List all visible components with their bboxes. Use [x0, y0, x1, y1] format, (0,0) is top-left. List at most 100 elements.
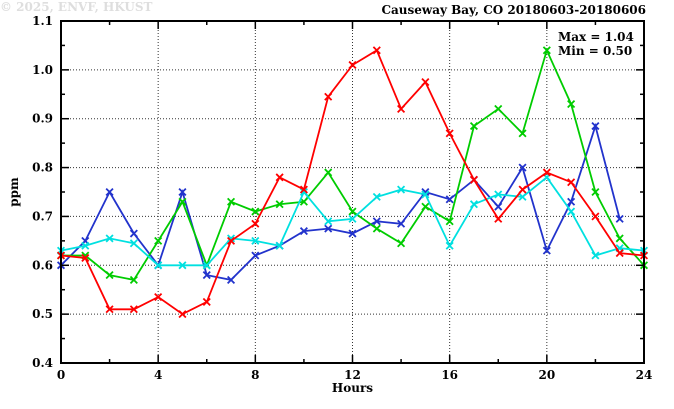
series-cyan-marker: [567, 207, 576, 216]
series-red-marker: [591, 212, 600, 221]
series-green-marker: [348, 207, 357, 216]
series-red-marker: [178, 310, 187, 319]
series-cyan-marker: [275, 241, 284, 250]
y-axis-label: ppm: [7, 177, 21, 207]
series-red-marker: [372, 46, 381, 55]
series-blue-marker: [105, 187, 114, 197]
series-red-marker: [445, 129, 454, 138]
series-green-marker: [567, 100, 576, 109]
series-red-marker: [542, 168, 551, 177]
min-annotation: Min = 0.50: [558, 44, 633, 58]
series-cyan-marker: [178, 261, 187, 270]
x-tick-label: 4: [154, 368, 162, 382]
series-red-marker: [615, 249, 624, 258]
series-blue-marker: [591, 122, 600, 131]
series-red-marker: [518, 185, 527, 194]
series-red-marker: [154, 293, 163, 302]
series-green-marker: [615, 234, 624, 243]
series-red-marker: [105, 305, 114, 314]
series-cyan-marker: [299, 187, 308, 197]
series-green-marker: [178, 197, 187, 206]
series-blue-marker: [178, 187, 187, 197]
series-blue-marker: [567, 197, 576, 206]
series-red-marker: [469, 175, 478, 184]
series-green-marker: [494, 104, 503, 113]
series-green-marker: [105, 271, 114, 280]
series-red-marker: [397, 104, 406, 113]
series-cyan-marker: [445, 241, 454, 250]
series-green-marker: [421, 202, 430, 211]
series-cyan-marker: [154, 261, 163, 270]
series-red-marker: [251, 219, 260, 228]
series-cyan-marker: [324, 217, 333, 226]
series-blue-marker: [615, 214, 624, 223]
series-cyan-marker: [348, 214, 357, 223]
series-red-marker: [202, 297, 211, 306]
series-red-marker: [421, 78, 430, 87]
y-tick-label: 1.1: [32, 14, 53, 28]
series-red-marker: [129, 305, 138, 314]
series-green-marker: [542, 46, 551, 55]
series-green-marker: [129, 275, 138, 284]
x-tick-label: 12: [344, 368, 361, 382]
x-tick-label: 8: [251, 368, 259, 382]
series-green-marker: [397, 239, 406, 248]
y-tick-label: 0.8: [32, 161, 53, 175]
series-green-marker: [591, 187, 600, 197]
series-blue-line: [60, 122, 621, 281]
series-red-marker: [348, 60, 357, 70]
series-blue-marker: [324, 224, 333, 233]
series-green-marker: [227, 197, 236, 206]
series-red-marker: [494, 214, 503, 223]
x-tick-label: 20: [538, 368, 555, 382]
y-tick-label: 0.5: [32, 307, 53, 321]
series-cyan-marker: [81, 241, 90, 250]
y-tick-label: 0.4: [32, 356, 53, 370]
series-green-marker: [372, 224, 381, 233]
series-red-marker: [275, 173, 284, 182]
x-tick-label: 24: [636, 368, 653, 382]
series-blue-marker: [494, 202, 503, 211]
series-cyan-marker: [129, 239, 138, 248]
chart-title: Causeway Bay, CO 20180603-20180606: [381, 3, 646, 17]
series-blue-marker: [372, 217, 381, 226]
y-tick-label: 1.0: [32, 63, 53, 77]
y-tick-label: 0.7: [32, 209, 53, 223]
series-red-marker: [227, 236, 236, 245]
series-cyan-marker: [105, 234, 114, 243]
series-red-marker: [299, 185, 308, 194]
watermark: © 2025, ENVF, HKUST: [0, 0, 153, 14]
series-red-line: [60, 48, 645, 316]
y-tick-label: 0.9: [32, 112, 53, 126]
series-green-marker: [445, 217, 454, 226]
series-cyan-marker: [421, 190, 430, 199]
max-min-annotation: Max = 1.04 Min = 0.50: [558, 30, 634, 58]
series-blue-marker: [251, 251, 260, 260]
series-cyan-marker: [397, 185, 406, 194]
series-blue-marker: [227, 275, 236, 284]
series-blue-marker: [445, 195, 454, 204]
y-tick-label: 0.6: [32, 258, 53, 272]
series-blue-marker: [299, 227, 308, 236]
series-blue-marker: [397, 219, 406, 228]
series-blue-marker: [202, 271, 211, 280]
series-cyan-marker: [591, 251, 600, 260]
series-red-marker: [567, 178, 576, 187]
series-green-marker: [251, 207, 260, 216]
series-cyan-marker: [494, 190, 503, 199]
series-green-marker: [469, 122, 478, 131]
series-cyan-marker: [469, 200, 478, 209]
x-tick-label: 0: [57, 368, 65, 382]
series-cyan-marker: [372, 192, 381, 201]
series-blue-marker: [542, 246, 551, 255]
series-cyan-marker: [227, 234, 236, 243]
series-red-marker: [81, 253, 90, 262]
series-green-marker: [154, 236, 163, 245]
series-blue-marker: [518, 163, 527, 172]
series-green-marker: [324, 168, 333, 177]
max-annotation: Max = 1.04: [558, 30, 634, 44]
series-green-marker: [299, 197, 308, 206]
series-green-marker: [275, 200, 284, 209]
